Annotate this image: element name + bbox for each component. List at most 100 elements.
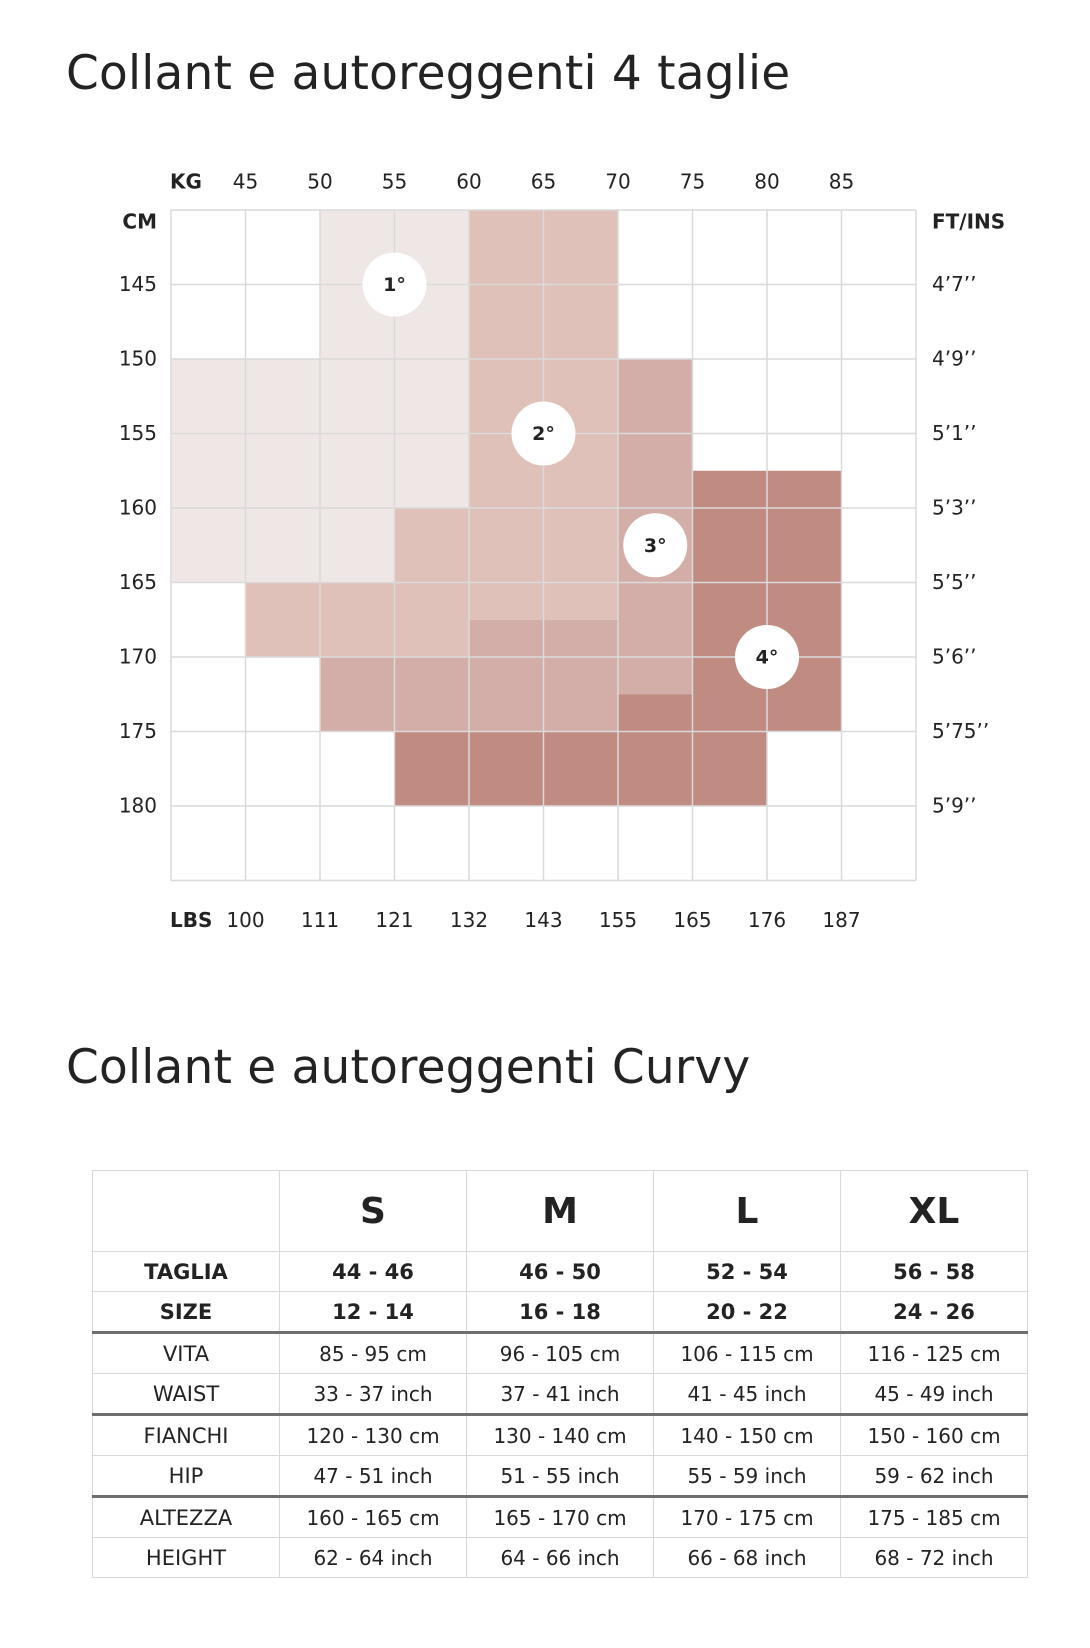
row-label: HEIGHT (92, 1537, 280, 1578)
table-cell: 24 - 26 (840, 1291, 1028, 1333)
cm-tick-label: 165 (119, 570, 157, 594)
size-badge-1 (362, 252, 427, 317)
table-row-altezza: ALTEZZA 160 - 165 cm 165 - 170 cm 170 - … (92, 1495, 1028, 1538)
lbs-tick-label: 111 (301, 908, 339, 930)
size-badge-3 (623, 513, 688, 578)
axis-title-lbs: LBS (170, 908, 212, 930)
table-cell: 160 - 165 cm (279, 1495, 467, 1538)
table-cell: 44 - 46 (279, 1251, 467, 1292)
header-corner (92, 1170, 280, 1252)
table-row-hip: HIP 47 - 51 inch 51 - 55 inch 55 - 59 in… (92, 1455, 1028, 1497)
cm-tick-label: 160 (119, 496, 157, 520)
size-badge-4 (735, 625, 799, 689)
table-cell: 46 - 50 (466, 1251, 654, 1292)
cm-tick-label: 180 (119, 794, 157, 818)
ftin-tick-label: 5’3’’ (932, 496, 977, 520)
table-row-taglia: TAGLIA 44 - 46 46 - 50 52 - 54 56 - 58 (92, 1251, 1028, 1292)
ftin-tick-label: 5’9’’ (932, 794, 977, 818)
row-label: TAGLIA (92, 1251, 280, 1292)
row-label: FIANCHI (92, 1413, 280, 1456)
cm-tick-label: 155 (119, 421, 157, 445)
table-cell: 20 - 22 (653, 1291, 841, 1333)
lbs-tick-label: 100 (226, 908, 264, 930)
cm-tick-label: 150 (119, 347, 157, 371)
table-cell: 52 - 54 (653, 1251, 841, 1292)
row-label: WAIST (92, 1373, 280, 1415)
table-cell: 96 - 105 cm (466, 1331, 654, 1374)
size-region-2 (394, 508, 469, 583)
size-badge-label: 4° (756, 647, 779, 669)
header-size-l: L (653, 1170, 841, 1252)
table-cell: 116 - 125 cm (840, 1331, 1028, 1374)
curvy-table-title: Collant e autoreggenti Curvy (66, 1040, 751, 1095)
table-cell: 12 - 14 (279, 1291, 467, 1333)
table-cell: 130 - 140 cm (466, 1413, 654, 1456)
lbs-tick-label: 187 (822, 908, 860, 930)
cm-tick-label: 175 (119, 719, 157, 743)
row-label: HIP (92, 1455, 280, 1497)
table-row-fianchi: FIANCHI 120 - 130 cm 130 - 140 cm 140 - … (92, 1413, 1028, 1456)
row-label: ALTEZZA (92, 1495, 280, 1538)
table-cell: 106 - 115 cm (653, 1331, 841, 1374)
table-cell: 120 - 130 cm (279, 1413, 467, 1456)
size-region-4 (394, 731, 767, 806)
table-cell: 45 - 49 inch (840, 1373, 1028, 1415)
size-region-1 (171, 508, 395, 583)
kg-tick-label: 75 (680, 170, 705, 194)
row-label: SIZE (92, 1291, 280, 1333)
header-size-xl: XL (840, 1170, 1028, 1252)
table-row-vita: VITA 85 - 95 cm 96 - 105 cm 106 - 115 cm… (92, 1331, 1028, 1374)
size-region-4 (618, 694, 693, 732)
axis-title-cm: CM (122, 210, 157, 234)
size-badge-label: 2° (532, 423, 555, 445)
kg-tick-label: 85 (829, 170, 854, 194)
cm-tick-label: 145 (119, 272, 157, 296)
axis-title-ftin: FT/INS (932, 210, 1005, 234)
table-cell: 68 - 72 inch (840, 1537, 1028, 1578)
axis-title-kg: KG (170, 170, 202, 194)
grid-chart-title: Collant e autoreggenti 4 taglie (66, 46, 791, 101)
table-cell: 37 - 41 inch (466, 1373, 654, 1415)
lbs-tick-label: 143 (524, 908, 562, 930)
size-badge-label: 3° (644, 535, 667, 557)
kg-tick-label: 45 (233, 170, 258, 194)
lbs-tick-label: 165 (673, 908, 711, 930)
table-cell: 56 - 58 (840, 1251, 1028, 1292)
table-cell: 66 - 68 inch (653, 1537, 841, 1578)
table-cell: 47 - 51 inch (279, 1455, 467, 1497)
size-badge-label: 1° (383, 274, 406, 296)
table-cell: 55 - 59 inch (653, 1455, 841, 1497)
size-grid-chart: KG CM FT/INS LBS 45 50 55 60 65 70 75 80 85 100 111 121… (119, 170, 1005, 931)
table-cell: 85 - 95 cm (279, 1331, 467, 1374)
ftin-tick-label: 5’1’’ (932, 421, 977, 445)
table-cell: 165 - 170 cm (466, 1495, 654, 1538)
table-cell: 16 - 18 (466, 1291, 654, 1333)
table-header-row: S M L XL (92, 1170, 1028, 1252)
kg-tick-label: 55 (382, 170, 407, 194)
table-row-waist: WAIST 33 - 37 inch 37 - 41 inch 41 - 45 … (92, 1373, 1028, 1415)
kg-tick-label: 60 (456, 170, 481, 194)
ftin-tick-label: 4’9’’ (932, 347, 977, 371)
table-cell: 140 - 150 cm (653, 1413, 841, 1456)
ftin-tick-label: 5’6’’ (932, 645, 977, 669)
lbs-tick-label: 132 (450, 908, 488, 930)
table-cell: 41 - 45 inch (653, 1373, 841, 1415)
size-region-2 (245, 582, 469, 657)
table-cell: 150 - 160 cm (840, 1413, 1028, 1456)
header-size-m: M (466, 1170, 654, 1252)
row-label: VITA (92, 1331, 280, 1374)
cm-tick-label: 170 (119, 645, 157, 669)
kg-tick-label: 80 (754, 170, 779, 194)
kg-tick-label: 50 (307, 170, 332, 194)
ftin-tick-label: 4’7’’ (932, 272, 977, 296)
table-cell: 51 - 55 inch (466, 1455, 654, 1497)
curvy-size-table: S M L XL TAGLIA 44 - 46 46 - 50 52 - 54 … (92, 1170, 1028, 1578)
ftin-tick-label: 5’75’’ (932, 719, 989, 743)
table-row-height: HEIGHT 62 - 64 inch 64 - 66 inch 66 - 68… (92, 1537, 1028, 1578)
kg-tick-label: 65 (531, 170, 556, 194)
table-cell: 175 - 185 cm (840, 1495, 1028, 1538)
lbs-tick-label: 155 (599, 908, 637, 930)
lbs-tick-label: 121 (375, 908, 413, 930)
table-cell: 170 - 175 cm (653, 1495, 841, 1538)
header-size-s: S (279, 1170, 467, 1252)
